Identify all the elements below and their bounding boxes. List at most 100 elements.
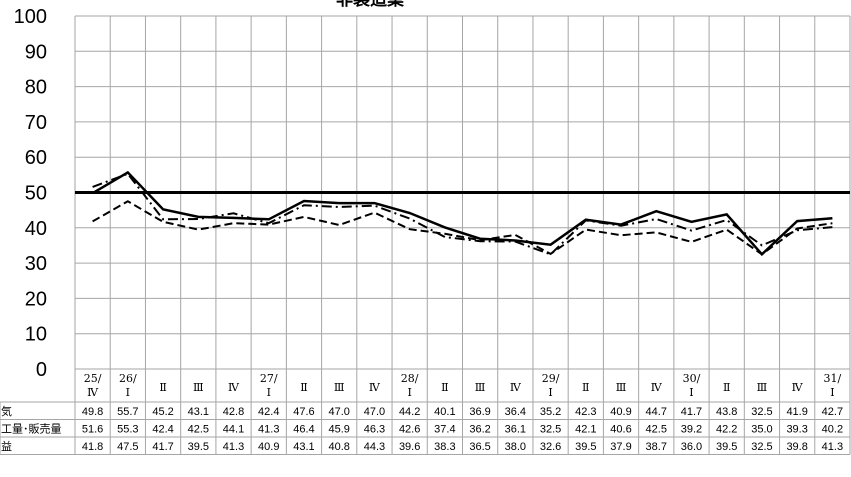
data-cell: 42.6: [399, 424, 420, 436]
data-cell: 38.0: [505, 441, 526, 453]
data-cell: 39.2: [681, 424, 702, 436]
data-cell: 40.9: [258, 441, 279, 453]
data-cell: 42.1: [575, 424, 596, 436]
y-tick-label: 10: [25, 324, 47, 346]
y-tick-label: 100: [14, 6, 47, 28]
y-tick-label: 80: [25, 77, 47, 99]
data-cell: 44.2: [399, 406, 420, 418]
category-label-quarter: Ⅲ: [757, 381, 768, 394]
data-cell: 40.1: [434, 406, 455, 418]
data-cell: 49.8: [82, 406, 103, 418]
category-label-quarter: Ⅲ: [616, 381, 627, 394]
series-line-2: [92, 172, 833, 256]
y-tick-label: 70: [25, 112, 47, 134]
y-axis-ticks: 0 10 20 30 40 50 60 70 80 90 100: [14, 6, 47, 381]
data-cell: 39.5: [188, 441, 209, 453]
series-label: 益: [1, 439, 12, 453]
category-label-quarter: Ⅳ: [228, 381, 240, 394]
series-label: 工量･販売量: [1, 423, 62, 436]
category-label-quarter: Ⅱ: [582, 381, 589, 394]
category-label-quarter: Ⅰ: [407, 386, 411, 399]
category-label-quarter: Ⅰ: [830, 386, 834, 399]
data-cell: 42.4: [152, 424, 173, 436]
data-cell: 55.3: [117, 424, 138, 436]
data-cell: 37.9: [610, 441, 631, 453]
category-label-year: 25/: [84, 372, 102, 385]
data-cell: 36.5: [469, 441, 490, 453]
category-label-quarter: Ⅰ: [689, 386, 693, 399]
data-cell: 55.7: [117, 406, 138, 418]
data-cell: 44.1: [223, 424, 244, 436]
data-cell: 42.2: [716, 424, 737, 436]
y-tick-label: 60: [25, 147, 47, 169]
data-cell: 42.4: [258, 406, 279, 418]
category-label-quarter: Ⅳ: [369, 381, 381, 394]
data-cell: 43.1: [293, 441, 314, 453]
data-cell: 36.2: [469, 424, 490, 436]
category-label-quarter: Ⅲ: [475, 381, 486, 394]
data-cell: 43.1: [188, 406, 209, 418]
data-cell: 36.0: [681, 441, 702, 453]
data-cell: 41.8: [82, 441, 103, 453]
data-table: 25/Ⅳ 26/Ⅰ Ⅱ Ⅲ Ⅳ 27/Ⅰ Ⅱ Ⅲ Ⅳ 28/Ⅰ Ⅱ Ⅲ Ⅳ 29/Ⅰ Ⅱ Ⅲ Ⅳ 30/Ⅰ Ⅱ Ⅲ Ⅳ 3…: [0, 368, 850, 455]
data-cell: 43.8: [716, 406, 737, 418]
data-cell: 36.9: [469, 406, 490, 418]
y-tick-label: 90: [25, 41, 47, 63]
data-cell: 42.3: [575, 406, 596, 418]
data-cell: 32.6: [540, 441, 561, 453]
data-cell: 36.1: [505, 424, 526, 436]
data-cell: 40.9: [610, 406, 631, 418]
y-tick-label: 30: [25, 253, 47, 275]
data-cell: 38.3: [434, 441, 455, 453]
data-cell: 32.5: [751, 406, 772, 418]
y-tick-label: 20: [25, 288, 47, 310]
category-label-year: 27/: [260, 372, 278, 385]
data-cell: 42.5: [188, 424, 209, 436]
data-cell: 42.5: [646, 424, 667, 436]
series-line-3: [92, 200, 833, 256]
category-label-quarter: Ⅰ: [548, 386, 552, 399]
data-cell: 42.8: [223, 406, 244, 418]
data-cell: 36.4: [505, 406, 526, 418]
category-label-quarter: Ⅲ: [193, 381, 204, 394]
data-cell: 41.3: [258, 424, 279, 436]
chart-title: 非製造業: [336, 0, 404, 10]
data-cell: 41.9: [786, 406, 807, 418]
data-cell: 37.4: [434, 424, 455, 436]
data-cell: 46.4: [293, 424, 314, 436]
series-lines: [91, 170, 833, 257]
data-cell: 42.7: [822, 406, 843, 418]
data-cell: 40.2: [822, 424, 843, 436]
data-cell: 44.7: [646, 406, 667, 418]
data-cell: 39.8: [786, 441, 807, 453]
data-cell: 47.5: [117, 441, 138, 453]
y-tick-label: 0: [36, 359, 47, 381]
category-label-quarter: Ⅰ: [126, 386, 130, 399]
category-label-quarter: Ⅳ: [87, 386, 99, 399]
category-label-year: 26/: [119, 372, 137, 385]
data-cell: 47.6: [293, 406, 314, 418]
series-line-1: [91, 170, 833, 257]
category-label-year: 30/: [683, 372, 701, 385]
category-label-year: 29/: [542, 372, 560, 385]
data-cell: 39.5: [716, 441, 737, 453]
category-label-quarter: Ⅳ: [510, 381, 522, 394]
data-cell: 51.6: [82, 424, 103, 436]
data-cell: 41.7: [152, 441, 173, 453]
data-cell: 39.5: [575, 441, 596, 453]
y-tick-label: 50: [25, 183, 47, 205]
series-label: 気: [1, 404, 12, 418]
data-cell: 44.3: [364, 441, 385, 453]
category-label-quarter: Ⅲ: [334, 381, 345, 394]
data-cell: 45.9: [328, 424, 349, 436]
category-label-quarter: Ⅳ: [792, 381, 804, 394]
data-cell: 47.0: [328, 406, 349, 418]
data-cell: 39.3: [786, 424, 807, 436]
category-label-quarter: Ⅱ: [723, 381, 730, 394]
data-cell: 39.6: [399, 441, 420, 453]
data-cell: 32.5: [540, 424, 561, 436]
category-label-quarter: Ⅳ: [651, 381, 663, 394]
data-cell: 41.3: [223, 441, 244, 453]
data-cell: 38.7: [646, 441, 667, 453]
